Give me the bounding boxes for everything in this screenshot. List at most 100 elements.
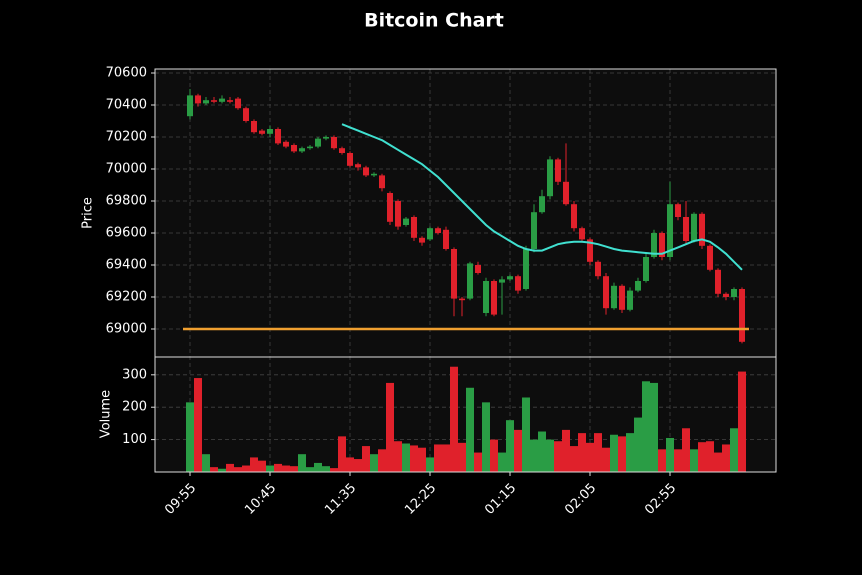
candle-body xyxy=(611,285,617,309)
volume-bar xyxy=(234,467,242,472)
candle-body xyxy=(467,263,473,299)
candle-body xyxy=(587,239,593,262)
candle-body xyxy=(739,289,745,342)
candle-body xyxy=(427,228,433,240)
candle-body xyxy=(267,129,273,134)
candle-body xyxy=(203,100,209,104)
volume-bar xyxy=(450,366,458,472)
y-tick-label: 69600 xyxy=(106,226,147,241)
volume-bar xyxy=(282,465,290,472)
plot: 69000 69200 69400 69600 69800 70000 70200 70400… xyxy=(106,66,776,518)
volume-bar xyxy=(442,444,450,472)
volume-bar xyxy=(202,454,210,472)
candle-body xyxy=(307,146,313,149)
chart-title: Bitcoin Chart xyxy=(364,10,504,32)
candle-body xyxy=(331,137,337,149)
candle-body xyxy=(643,257,649,281)
candle-body xyxy=(347,153,353,166)
candle-body xyxy=(259,130,265,134)
volume-bar xyxy=(362,446,370,472)
candle-body xyxy=(651,233,657,257)
volume-bar xyxy=(330,468,338,472)
volume-bar xyxy=(690,449,698,472)
candle-body xyxy=(571,204,577,229)
volume-bar xyxy=(242,465,250,472)
volume-bar xyxy=(666,437,674,472)
candle-body xyxy=(291,145,297,152)
volume-bar xyxy=(626,433,634,472)
volume-bar xyxy=(682,428,690,472)
candle-body xyxy=(379,175,385,189)
candle-body xyxy=(699,213,705,246)
candle-body xyxy=(619,285,625,310)
y-tick-label: 69800 xyxy=(106,194,147,209)
volume-tick-label: 200 xyxy=(122,400,147,415)
volume-bar xyxy=(546,439,554,472)
volume-bar xyxy=(602,447,610,472)
candle-body xyxy=(595,261,601,277)
candle-body xyxy=(211,100,217,102)
volume-bar xyxy=(346,457,354,472)
candle-body xyxy=(491,281,497,315)
volume-tick-label: 300 xyxy=(122,367,147,382)
y-axis-label: Price xyxy=(81,197,96,229)
volume-bar xyxy=(226,463,234,472)
volume-bar xyxy=(322,466,330,472)
y-tick-label: 70600 xyxy=(106,66,147,81)
candle-body xyxy=(363,167,369,176)
volume-bar xyxy=(482,402,490,472)
volume-bar xyxy=(258,460,266,472)
volume-bar xyxy=(514,429,522,472)
candle-body xyxy=(299,148,305,152)
volume-tick-label: 100 xyxy=(122,432,147,447)
y-tick-label: 69200 xyxy=(106,290,147,305)
candle-body xyxy=(691,213,697,241)
volume-bar xyxy=(354,459,362,472)
volume-axis-label: Volume xyxy=(99,390,114,438)
candle-body xyxy=(227,100,233,102)
candle-body xyxy=(195,95,201,104)
y-tick-label: 69000 xyxy=(106,322,147,337)
candle-body xyxy=(475,265,481,273)
volume-bar xyxy=(370,454,378,472)
volume-frame xyxy=(154,356,777,473)
candle-body xyxy=(531,212,537,249)
candle-body xyxy=(547,159,553,197)
volume-bar xyxy=(570,446,578,472)
candle-body xyxy=(635,281,641,291)
volume-bar xyxy=(314,462,322,472)
volume-bar xyxy=(730,428,738,472)
candle-body xyxy=(731,289,737,297)
candle-body xyxy=(603,276,609,309)
candle-body xyxy=(667,204,673,257)
candle-body xyxy=(499,279,505,283)
moving-average xyxy=(341,123,743,271)
volume-bar xyxy=(186,402,194,472)
candle-body xyxy=(419,237,425,243)
volume-bar xyxy=(490,439,498,472)
candle-body xyxy=(443,229,449,249)
candle-body xyxy=(675,204,681,217)
candle-body xyxy=(459,298,465,301)
volume-bar xyxy=(426,457,434,472)
candle-body xyxy=(563,181,569,205)
volume-bar xyxy=(642,381,650,472)
volume-bar xyxy=(290,466,298,472)
volume-bar xyxy=(578,433,586,472)
candle-body xyxy=(323,137,329,139)
candle-body xyxy=(219,98,225,102)
candle-body xyxy=(507,276,513,280)
volume-bar xyxy=(210,467,218,472)
volume-bar xyxy=(498,452,506,472)
volume-bar xyxy=(714,452,722,472)
volume-bar xyxy=(586,442,594,472)
y-tick-label: 69400 xyxy=(106,258,147,273)
volume-bar xyxy=(554,441,562,472)
volume-bar xyxy=(738,371,746,472)
candle-body xyxy=(251,121,257,133)
volume-bar xyxy=(618,436,626,472)
volume-bar xyxy=(266,465,274,472)
candle-body xyxy=(371,173,377,176)
volume-bar xyxy=(634,417,642,472)
candle-body xyxy=(539,196,545,213)
